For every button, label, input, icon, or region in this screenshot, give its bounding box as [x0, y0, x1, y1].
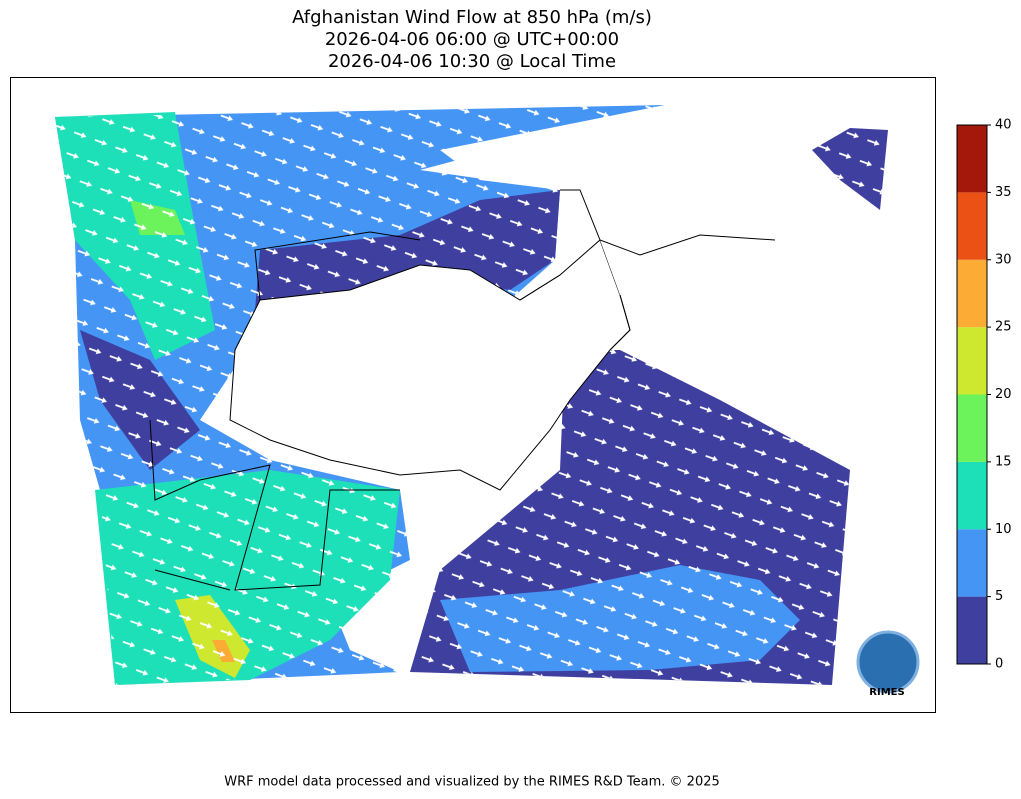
logo-text: RIMES [869, 687, 904, 698]
logo: RIMES [856, 630, 920, 698]
colorbar-tick-label: 40 [995, 118, 1012, 133]
logo-badge [856, 630, 920, 694]
colorbar-tick-label: 10 [995, 522, 1012, 537]
colorbar: 0 5 10 15 20 25 30 35 40 [956, 118, 1012, 672]
map: RIMES [10, 77, 936, 713]
colorbar-segment [957, 394, 987, 462]
colorbar-tick-label: 15 [995, 454, 1012, 469]
colorbar-tick-label: 25 [995, 320, 1012, 335]
colorbar-segment [957, 529, 987, 597]
colorbar-segment [957, 125, 987, 193]
colorbar-tick-label: 30 [995, 252, 1012, 267]
colorbar-segment [957, 259, 987, 328]
colorbar-tick-label: 5 [995, 589, 1003, 604]
title-line: 2026-04-06 06:00 @ UTC+00:00 [325, 29, 619, 50]
title-line: Afghanistan Wind Flow at 850 hPa (m/s) [292, 7, 652, 28]
colorbar-tick-label: 35 [995, 185, 1012, 200]
colorbar-segment [957, 327, 987, 395]
colorbar-tick-label: 20 [995, 387, 1012, 402]
title-line: 2026-04-06 10:30 @ Local Time [328, 51, 616, 72]
colorbar-segment [957, 461, 987, 530]
colorbar-segment [957, 192, 987, 260]
colorbar-tick-label: 0 [995, 657, 1003, 672]
border [149, 189, 776, 591]
blank-area [440, 105, 810, 295]
footer: WRF model data processed and visualized … [224, 775, 720, 790]
colorbar-segment [957, 596, 987, 664]
